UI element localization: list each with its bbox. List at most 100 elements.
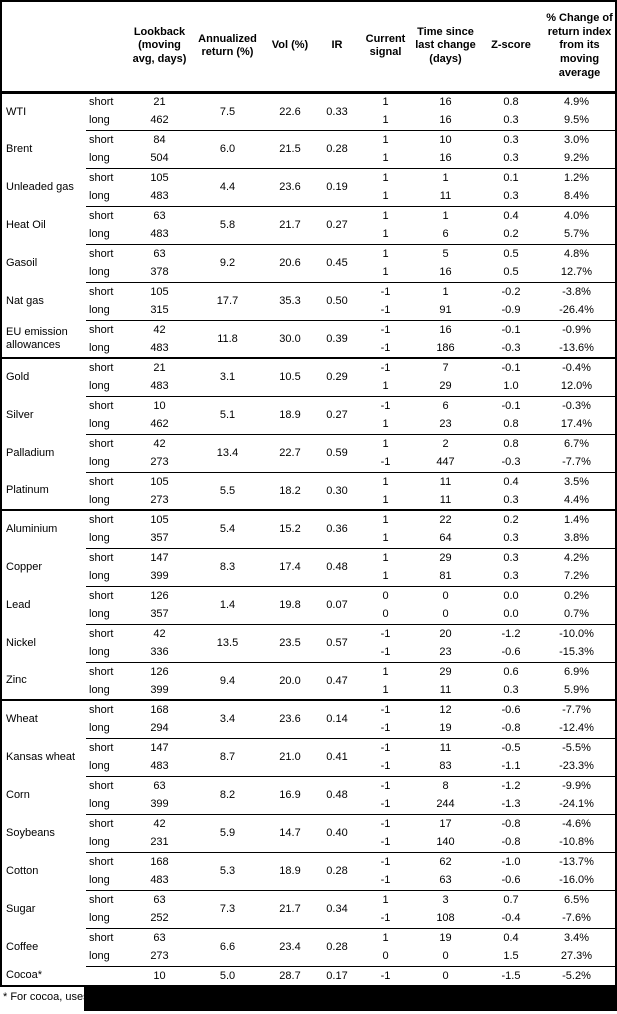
lookback-value: 357 <box>150 532 169 545</box>
current-signal-value: 1 <box>382 494 389 506</box>
lookback-value: 63 <box>128 243 191 263</box>
z-score-value: -0.6 <box>478 699 544 719</box>
lookback-value: 483 <box>150 874 169 887</box>
annualized-return-value: 5.3 <box>191 851 264 890</box>
time-since-value: 0 <box>442 950 449 963</box>
pct-change-value: 1.4% <box>544 509 615 529</box>
z-score-value: -0.6 <box>501 874 521 887</box>
z-score-value: -0.3 <box>501 342 521 354</box>
vol-value: 14.7 <box>264 813 316 852</box>
commodity-name: WTI <box>6 105 27 118</box>
z-score-value: 0.6 <box>478 661 544 681</box>
time-since-value: 12 <box>413 699 478 719</box>
table-row: long 399 1 81 0.3 7.2% <box>2 567 615 586</box>
pct-change-value: 9.2% <box>563 152 590 165</box>
time-since-value: 11 <box>413 737 478 757</box>
annualized-return-value: 8.2 <box>191 775 264 814</box>
pct-change-value: 6.5% <box>544 889 615 909</box>
vol-value: 35.3 <box>264 281 316 320</box>
pct-change-value: 12.7% <box>560 266 593 279</box>
position-label: short <box>86 851 128 871</box>
commodity-name: Cotton <box>6 864 39 877</box>
z-score-value: -1.5 <box>478 965 544 985</box>
position-label: long <box>89 798 110 811</box>
vol-value: 28.7 <box>264 965 316 985</box>
current-signal-value: -1 <box>358 813 413 833</box>
table-row: Nickel short 42 13.5 23.5 0.57 -1 20 -1.2 -10.0% <box>2 623 615 662</box>
annualized-return-value: 5.1 <box>191 395 264 434</box>
current-signal-value: 1 <box>358 433 413 453</box>
time-since-value: 81 <box>439 570 452 583</box>
pct-change-value: 5.7% <box>563 228 590 241</box>
annualized-return-value: 6.6 <box>191 927 264 966</box>
time-since-value: 447 <box>436 456 455 469</box>
z-score-value: -0.2 <box>478 281 544 301</box>
time-since-value: 16 <box>439 266 452 279</box>
redaction-box <box>84 987 617 1011</box>
ir-value: 0.50 <box>316 281 358 320</box>
commodity-name: Platinum <box>6 484 49 497</box>
ir-value: 0.39 <box>316 319 358 358</box>
ir-value: 0.27 <box>316 205 358 244</box>
ir-value: 0.41 <box>316 737 358 776</box>
time-since-value: 29 <box>439 380 452 393</box>
current-signal-value: 1 <box>358 927 413 947</box>
annualized-return-value: 1.4 <box>191 585 264 624</box>
position-column-header <box>86 2 128 94</box>
current-signal-value: 1 <box>382 266 389 279</box>
z-score-value: 0.3 <box>478 547 544 567</box>
annualized-return-value: 5.0 <box>191 965 264 985</box>
pct-change-value: 27.3% <box>560 950 593 963</box>
z-score-value: 0.8 <box>478 433 544 453</box>
current-signal-value: -1 <box>358 319 413 339</box>
commodity-name: Copper <box>6 560 43 573</box>
z-score-value: -0.3 <box>501 456 521 469</box>
pct-change-value: -7.7% <box>562 456 591 469</box>
z-score-value: -0.4 <box>501 912 521 925</box>
z-score-value: -0.8 <box>501 722 521 735</box>
vol-value: 30.0 <box>264 319 316 358</box>
vol-value: 20.6 <box>264 243 316 282</box>
table-row: long 294 -1 19 -0.8 -12.4% <box>2 719 615 738</box>
time-since-value: 11 <box>439 684 452 696</box>
lookback-value: 462 <box>150 418 169 431</box>
time-since-value: 23 <box>439 418 452 431</box>
current-signal-value: -1 <box>380 342 391 354</box>
commodity-name: Aluminium <box>2 509 86 548</box>
table-row: long 483 1 29 1.0 12.0% <box>2 377 615 396</box>
current-signal-value: -1 <box>358 281 413 301</box>
table-row: Aluminium short 105 5.4 15.2 0.36 1 22 0.2 1.4% <box>2 509 615 548</box>
position-label: long <box>89 380 110 393</box>
pct-change-value: 6.7% <box>544 433 615 453</box>
pct-change-value: 3.0% <box>544 129 615 149</box>
time-since-value: 11 <box>439 494 452 506</box>
table-row: Copper short 147 8.3 17.4 0.48 1 29 0.3 4.2% <box>2 547 615 586</box>
pct-change-value: -5.2% <box>544 965 615 985</box>
table-row: EU emission allowances short 42 11.8 30.0 0.3… <box>2 319 615 358</box>
z-score-value: 0.3 <box>478 129 544 149</box>
current-signal-value: -1 <box>358 737 413 757</box>
ir-value: 0.07 <box>316 585 358 624</box>
position-label: short <box>86 319 128 339</box>
annualized-return-value: 5.9 <box>191 813 264 852</box>
position-label: short <box>86 775 128 795</box>
time-since-value: 16 <box>439 152 452 165</box>
current-signal-value: -1 <box>380 874 391 887</box>
table-row: WTI short 21 7.5 22.6 0.33 1 16 0.8 4.9% <box>2 91 615 130</box>
time-since-value: 63 <box>439 874 452 887</box>
z-score-value: 0.1 <box>478 167 544 187</box>
vol-value: 19.8 <box>264 585 316 624</box>
annualized-return-value: 9.4 <box>191 661 264 700</box>
time-since-value: 29 <box>413 661 478 681</box>
time-since-value: 8 <box>413 775 478 795</box>
table-row: Gold short 21 3.1 10.5 0.29 -1 7 -0.1 -0.4% <box>2 357 615 396</box>
current-signal-value: -1 <box>380 760 391 773</box>
vol-value: 21.7 <box>264 889 316 928</box>
z-score-value: -1.3 <box>501 798 521 811</box>
pct-change-value: -26.4% <box>559 304 594 317</box>
ir-value: 0.28 <box>316 851 358 890</box>
z-score-value: -1.1 <box>501 760 521 773</box>
table-row: long 357 1 64 0.3 3.8% <box>2 529 615 548</box>
current-signal-value: -1 <box>358 357 413 377</box>
z-score-value: 0.3 <box>503 152 519 165</box>
